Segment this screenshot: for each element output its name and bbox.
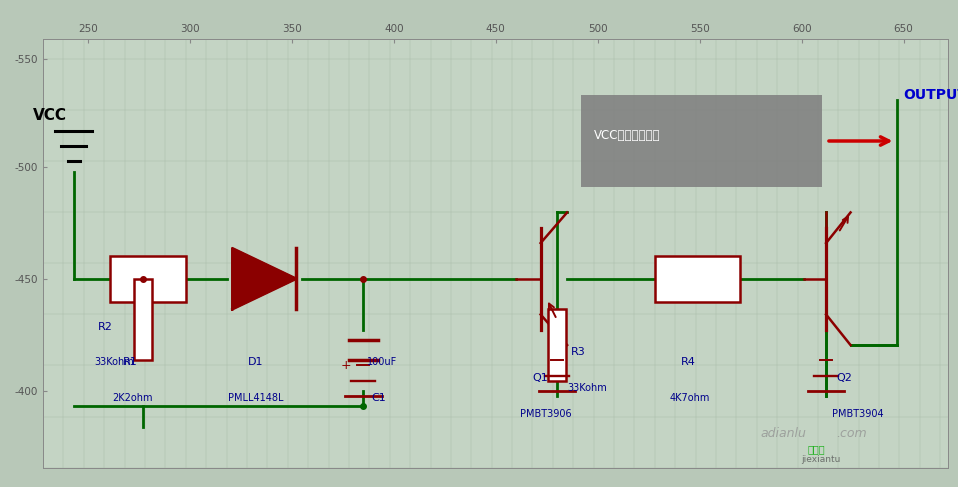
Bar (548, 309, 566, 381)
Text: .com: .com (836, 427, 867, 440)
Text: 接线图: 接线图 (808, 444, 826, 454)
Text: R4: R4 (681, 357, 696, 368)
Text: R3: R3 (571, 347, 586, 357)
Text: R1: R1 (123, 357, 137, 368)
Bar (110, 256, 186, 302)
Bar (134, 279, 152, 360)
Text: D1: D1 (248, 357, 263, 368)
Text: R2: R2 (98, 322, 113, 332)
Text: PMBT3906: PMBT3906 (520, 409, 572, 418)
Text: 33Kohm: 33Kohm (567, 383, 606, 393)
Text: adianlu: adianlu (761, 427, 807, 440)
Text: PMBT3904: PMBT3904 (833, 409, 884, 418)
Text: 33Kohm: 33Kohm (94, 357, 134, 368)
Text: +: + (341, 359, 352, 372)
FancyBboxPatch shape (582, 95, 822, 187)
Text: Q1: Q1 (533, 373, 548, 383)
Bar (655, 256, 741, 302)
Text: OUTPUT: OUTPUT (903, 88, 958, 102)
Text: 2K2ohm: 2K2ohm (112, 393, 153, 403)
Text: 100uF: 100uF (367, 357, 398, 368)
Polygon shape (232, 248, 296, 309)
Text: Q2: Q2 (836, 373, 853, 383)
Text: PMLL4148L: PMLL4148L (228, 393, 284, 403)
Text: jiexiantu: jiexiantu (802, 455, 841, 465)
Text: VCC掩电信号输出: VCC掩电信号输出 (594, 130, 660, 142)
Text: 4K7ohm: 4K7ohm (669, 393, 710, 403)
Text: C1: C1 (372, 393, 386, 403)
Text: VCC: VCC (33, 108, 67, 123)
